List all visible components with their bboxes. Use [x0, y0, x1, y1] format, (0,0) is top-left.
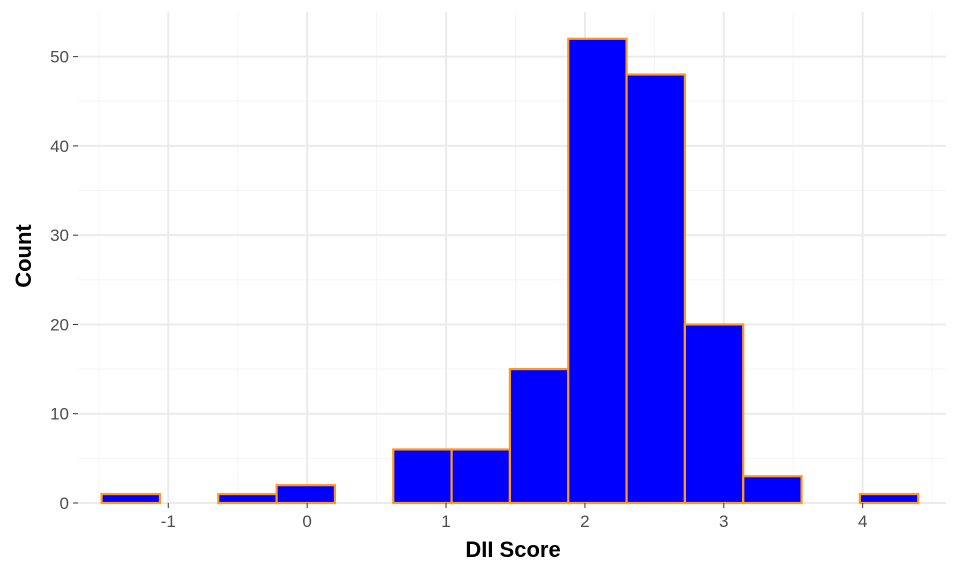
- y-tick-label: 50: [50, 48, 69, 67]
- x-axis-tick-labels: -1 0 1 2 3 4: [161, 512, 868, 531]
- y-axis-title: Count: [11, 224, 36, 288]
- x-tick-label: 1: [441, 512, 450, 531]
- y-tick-label: 40: [50, 137, 69, 156]
- histogram-bars: [100, 37, 920, 505]
- histogram-bar-10: [683, 323, 745, 505]
- histogram-bar-7: [508, 367, 570, 505]
- x-axis-title: DII Score: [465, 537, 560, 562]
- histogram-bar-8: [567, 37, 628, 505]
- y-tick-label: 10: [50, 405, 69, 424]
- histogram-bar-0: [100, 492, 162, 505]
- histogram-bar-6: [450, 448, 512, 505]
- histogram-bar-2: [217, 492, 278, 505]
- x-tick-label: 0: [302, 512, 311, 531]
- x-tick-label: 2: [580, 512, 589, 531]
- x-axis-ticks: [167, 503, 864, 508]
- x-tick-label: 4: [858, 512, 867, 531]
- y-axis-tick-labels: 0 10 20 30 40 50: [50, 48, 69, 513]
- y-tick-label: 0: [60, 494, 69, 513]
- histogram-bar-13: [858, 492, 920, 505]
- y-tick-label: 20: [50, 315, 69, 334]
- histogram-bar-9: [625, 73, 687, 505]
- y-axis-ticks: [73, 56, 78, 504]
- y-tick-label: 30: [50, 226, 69, 245]
- histogram-bar-3: [275, 484, 337, 505]
- histogram-bar-5: [392, 448, 453, 505]
- histogram-bar-11: [742, 475, 803, 505]
- x-tick-label: -1: [161, 512, 176, 531]
- x-tick-label: 3: [719, 512, 728, 531]
